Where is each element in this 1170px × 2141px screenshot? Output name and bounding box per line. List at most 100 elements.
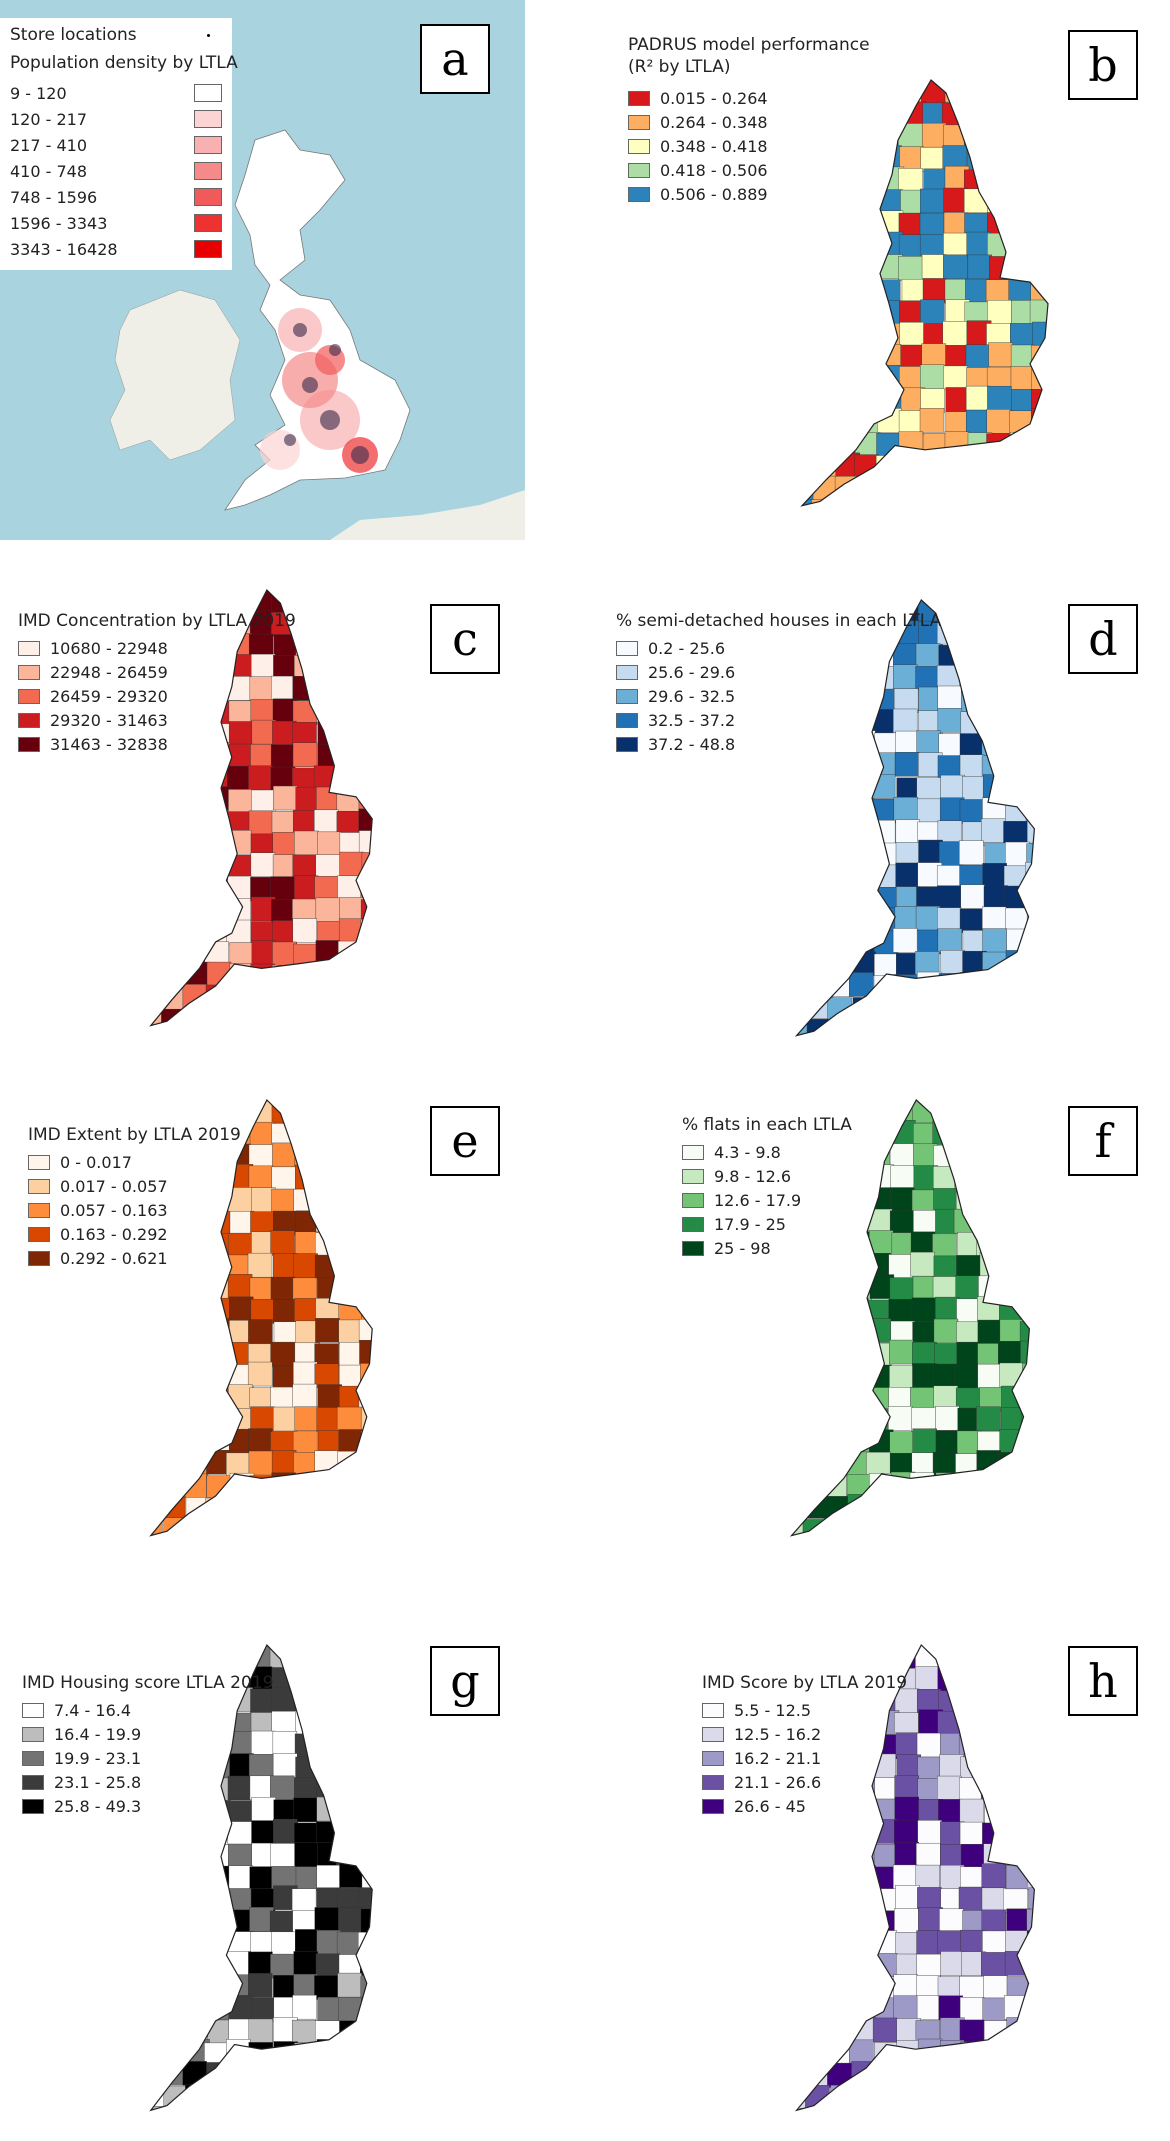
ltla-district xyxy=(940,1951,965,1976)
ltla-district xyxy=(983,1975,1008,2000)
ltla-district xyxy=(359,1688,373,1713)
ltla-district xyxy=(316,1474,342,1499)
ltla-district xyxy=(337,1274,363,1299)
ltla-district xyxy=(1020,1143,1030,1168)
ltla-district xyxy=(939,1754,964,1779)
ltla-district xyxy=(229,1007,255,1026)
ltla-district xyxy=(911,1407,936,1432)
ltla-district xyxy=(895,1732,921,1757)
ltla-district xyxy=(185,1819,210,1844)
ltla-district xyxy=(358,1645,373,1670)
ltla-district xyxy=(402,1667,426,1691)
legend-swatch xyxy=(28,1226,50,1242)
panel-g: IMD Housing score LTLA 2019 7.4 - 16.4 16… xyxy=(0,1630,580,2141)
ltla-district xyxy=(1031,408,1048,433)
ltla-district xyxy=(270,1496,296,1522)
ltla-district xyxy=(898,168,923,193)
ltla-district xyxy=(933,1188,958,1213)
legend-label: 0 - 0.017 xyxy=(60,1152,132,1172)
ltla-district xyxy=(160,852,185,877)
ltla-district xyxy=(1054,279,1078,303)
ltla-district xyxy=(999,1143,1025,1168)
ltla-district xyxy=(406,1909,430,1933)
ltla-district xyxy=(1021,1230,1030,1256)
ltla-district xyxy=(182,1931,207,1957)
ltla-district xyxy=(910,1251,935,1277)
ltla-district xyxy=(938,1995,963,2020)
ltla-district xyxy=(404,1497,428,1521)
ltla-district xyxy=(315,1189,340,1214)
ltla-district xyxy=(847,1363,872,1388)
ltla-district xyxy=(1011,233,1036,259)
ltla-district xyxy=(1025,666,1035,692)
ltla-district xyxy=(956,1298,981,1324)
ltla-district xyxy=(1072,1017,1096,1041)
ltla-district xyxy=(893,1995,918,2020)
ltla-district xyxy=(270,1276,296,1302)
legend-label: 23.1 - 25.8 xyxy=(54,1772,142,1792)
ltla-district xyxy=(959,1798,985,1824)
ltla-district xyxy=(182,1409,208,1435)
ltla-district xyxy=(1021,1516,1030,1536)
ltla-district xyxy=(849,821,874,847)
ltla-district xyxy=(315,591,340,616)
ltla-district xyxy=(796,1976,810,2001)
ltla-district xyxy=(834,389,859,414)
legend-swatch xyxy=(616,736,638,752)
legend-label: 29.6 - 32.5 xyxy=(648,686,736,706)
legend-item: 7.4 - 16.4 xyxy=(22,1698,273,1722)
ltla-district xyxy=(384,1166,408,1190)
ltla-district xyxy=(811,233,836,259)
ltla-district xyxy=(945,387,970,412)
ltla-district xyxy=(150,1342,163,1367)
ltla-district xyxy=(1078,432,1102,456)
legend-label: 25 - 98 xyxy=(714,1238,771,1258)
legend-label: 7.4 - 16.4 xyxy=(54,1700,132,1720)
ltla-district xyxy=(382,1432,406,1456)
ltla-district xyxy=(977,1493,1002,1519)
ltla-district xyxy=(150,1101,166,1127)
ltla-district xyxy=(405,1931,429,1955)
ltla-district xyxy=(1048,862,1072,886)
ltla-district xyxy=(921,122,947,148)
ltla-district xyxy=(292,1994,317,2020)
ltla-district xyxy=(802,1429,827,1455)
ltla-district xyxy=(150,1276,164,1301)
ltla-district xyxy=(960,2106,986,2111)
ltla-district xyxy=(822,1474,847,1499)
ltla-district xyxy=(383,1230,407,1254)
ltla-district xyxy=(821,1317,847,1343)
ltla-district xyxy=(291,1888,317,1913)
ltla-district xyxy=(822,1518,848,1536)
legend-label: 12.6 - 17.9 xyxy=(714,1190,802,1210)
ltla-district xyxy=(959,754,985,779)
ltla-district xyxy=(854,432,880,457)
ltla-district xyxy=(849,1975,874,2001)
ltla-district xyxy=(403,1687,427,1711)
ltla-district xyxy=(998,1274,1024,1299)
legend-label: 0.017 - 0.057 xyxy=(60,1176,168,1196)
ltla-district xyxy=(802,234,813,260)
ltla-district xyxy=(877,476,902,501)
ltla-district xyxy=(1022,1363,1030,1388)
ltla-district xyxy=(943,232,968,258)
ltla-district xyxy=(879,80,905,105)
ltla-district xyxy=(1078,125,1102,149)
ltla-district xyxy=(796,1018,808,1036)
ltla-district xyxy=(1028,2106,1035,2111)
ltla-district xyxy=(917,1019,942,1036)
ltla-district xyxy=(404,1450,428,1474)
ltla-district xyxy=(250,1517,276,1536)
ltla-district xyxy=(1003,1687,1028,1712)
england-outline xyxy=(800,79,1049,507)
ltla-district xyxy=(982,951,1007,977)
ltla-district xyxy=(808,885,833,910)
ltla-district xyxy=(983,974,1008,999)
ltla-district xyxy=(270,1230,295,1255)
ltla-district xyxy=(1048,731,1072,755)
ltla-district xyxy=(978,1123,1004,1149)
ltla-district xyxy=(150,2039,163,2065)
ltla-district xyxy=(1006,1667,1031,1692)
panel-h: IMD Score by LTLA 2019 5.5 - 12.5 12.5 - … xyxy=(600,1630,1170,2141)
ltla-district xyxy=(955,1453,980,1478)
